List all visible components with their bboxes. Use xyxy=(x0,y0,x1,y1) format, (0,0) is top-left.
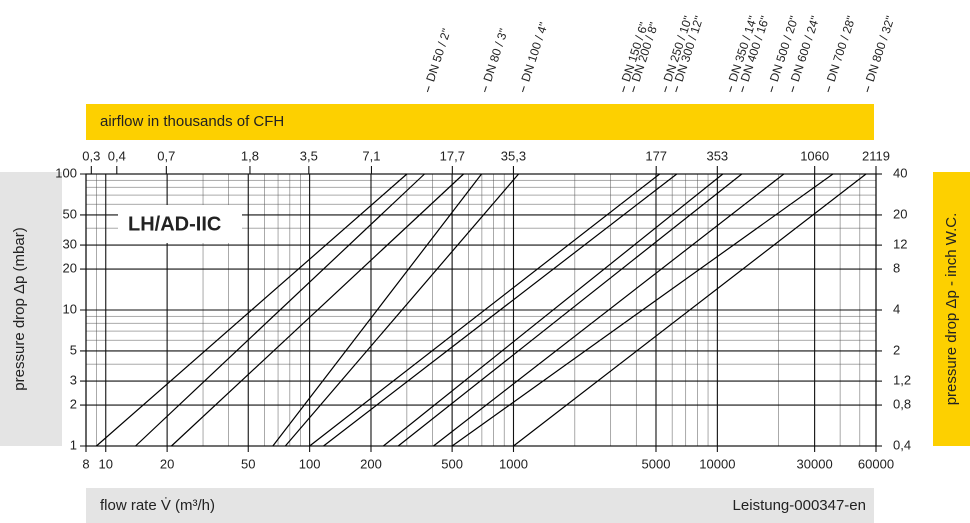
y-tick-label: 30 xyxy=(63,237,77,252)
nominal-size-label: DN 100 / 4" xyxy=(518,21,550,84)
pressure-line xyxy=(513,173,867,447)
pressure-line xyxy=(135,173,425,447)
y2-tick-label: 1,2 xyxy=(893,373,911,388)
nominal-size-label: DN 800 / 32" xyxy=(863,14,897,83)
pressure-line xyxy=(96,173,408,447)
y-tick-label: 100 xyxy=(55,165,77,180)
y-tick-label: 2 xyxy=(70,396,77,411)
nominal-size-label: DN 80 / 3" xyxy=(480,27,510,84)
x2-tick-label: 0,3 xyxy=(82,148,100,163)
chart-title: LH/AD-IIC xyxy=(128,213,221,235)
x2-tick-label: 1,8 xyxy=(241,148,259,163)
y2-tick-label: 20 xyxy=(893,206,907,221)
nominal-size-label: DN 50 / 2" xyxy=(423,27,453,84)
x-tick-label: 5000 xyxy=(642,456,671,471)
x2-tick-label: 0,7 xyxy=(157,148,175,163)
footer: Leistung-000347-en xyxy=(733,497,866,514)
x2-tick-label: 353 xyxy=(706,148,728,163)
pressure-line xyxy=(433,173,785,447)
pressure-line xyxy=(171,173,464,447)
nominal-size: DN 50 / 2" xyxy=(423,27,454,93)
nominal-size-tick xyxy=(729,86,733,93)
nominal-size: DN 800 / 32" xyxy=(863,14,897,93)
nominal-size-tick xyxy=(827,86,831,93)
nominal-size-tick xyxy=(632,86,636,93)
x-tick-label: 200 xyxy=(360,456,382,471)
y2-tick-label: 40 xyxy=(893,165,907,180)
x2-tick-label: 0,4 xyxy=(108,148,126,163)
y2-tick-label: 8 xyxy=(893,260,900,275)
nominal-size-tick xyxy=(522,86,525,93)
nominal-size-tick xyxy=(866,86,870,93)
y2-axis-label: pressure drop Δp - inch W.C. xyxy=(943,213,960,406)
pressure-line xyxy=(382,173,724,447)
nominal-size-label: DN 700 / 28" xyxy=(824,14,858,83)
x2-tick-label: 2119 xyxy=(862,148,890,163)
plot xyxy=(96,173,867,447)
pressure-line xyxy=(309,173,661,447)
x-tick-label: 50 xyxy=(241,456,255,471)
y-axis-label: pressure drop Δp (mbar) xyxy=(11,227,28,390)
y-label-band xyxy=(0,172,62,446)
y-tick-label: 50 xyxy=(63,206,77,221)
x-tick-label: 60000 xyxy=(858,456,894,471)
pressure-line xyxy=(323,173,678,447)
x-tick-label: 100 xyxy=(299,456,321,471)
x2-axis-label: airflow in thousands of CFH xyxy=(100,113,284,130)
y-tick-label: 10 xyxy=(63,301,77,316)
x2-tick-label: 1060 xyxy=(800,148,829,163)
title-box xyxy=(118,205,242,243)
y2-tick-label: 4 xyxy=(893,301,900,316)
nominal-size-tick xyxy=(484,86,487,93)
x-tick-label: 1000 xyxy=(499,456,528,471)
x2-tick-label: 7,1 xyxy=(362,148,380,163)
x-tick-label: 10000 xyxy=(699,456,735,471)
top-band xyxy=(86,104,874,140)
x-tick-label: 8 xyxy=(82,456,89,471)
nominal-size-tick xyxy=(622,86,626,93)
x-tick-label: 500 xyxy=(441,456,463,471)
nominal-size-tick xyxy=(741,86,745,93)
x-axis-label: flow rate V̇ (m³/h) xyxy=(100,497,215,514)
nominal-size-tick xyxy=(770,86,774,93)
y-tick-label: 3 xyxy=(70,373,77,388)
y2-label-band xyxy=(933,172,970,446)
x2-tick-label: 177 xyxy=(645,148,667,163)
pressure-line xyxy=(284,173,520,447)
nominal-size: DN 700 / 28" xyxy=(824,14,858,93)
nominal-size-tick xyxy=(426,86,430,93)
x-tick-label: 20 xyxy=(160,456,174,471)
nominal-size: DN 80 / 3" xyxy=(480,27,511,93)
x-tick-label: 30000 xyxy=(797,456,833,471)
x2-tick-label: 3,5 xyxy=(300,148,318,163)
y2-tick-label: 0,8 xyxy=(893,396,911,411)
y2-tick-label: 2 xyxy=(893,342,900,357)
y2-tick-label: 12 xyxy=(893,237,907,252)
bottom-band xyxy=(86,488,874,523)
nominal-size-tick xyxy=(791,86,795,93)
nominal-size-tick xyxy=(675,86,679,93)
y-tick-label: 1 xyxy=(70,437,77,452)
pressure-line xyxy=(272,173,483,447)
nominal-size-tick xyxy=(664,86,668,93)
nominal-size: DN 100 / 4" xyxy=(518,21,551,93)
pressure-line xyxy=(451,173,834,447)
y-tick-label: 20 xyxy=(63,260,77,275)
y2-tick-label: 0,4 xyxy=(893,437,911,452)
y-tick-label: 5 xyxy=(70,342,77,357)
pressure-line xyxy=(397,173,743,447)
x2-tick-label: 35,3 xyxy=(501,148,526,163)
x-tick-label: 10 xyxy=(99,456,113,471)
x2-tick-label: 17,7 xyxy=(440,148,465,163)
